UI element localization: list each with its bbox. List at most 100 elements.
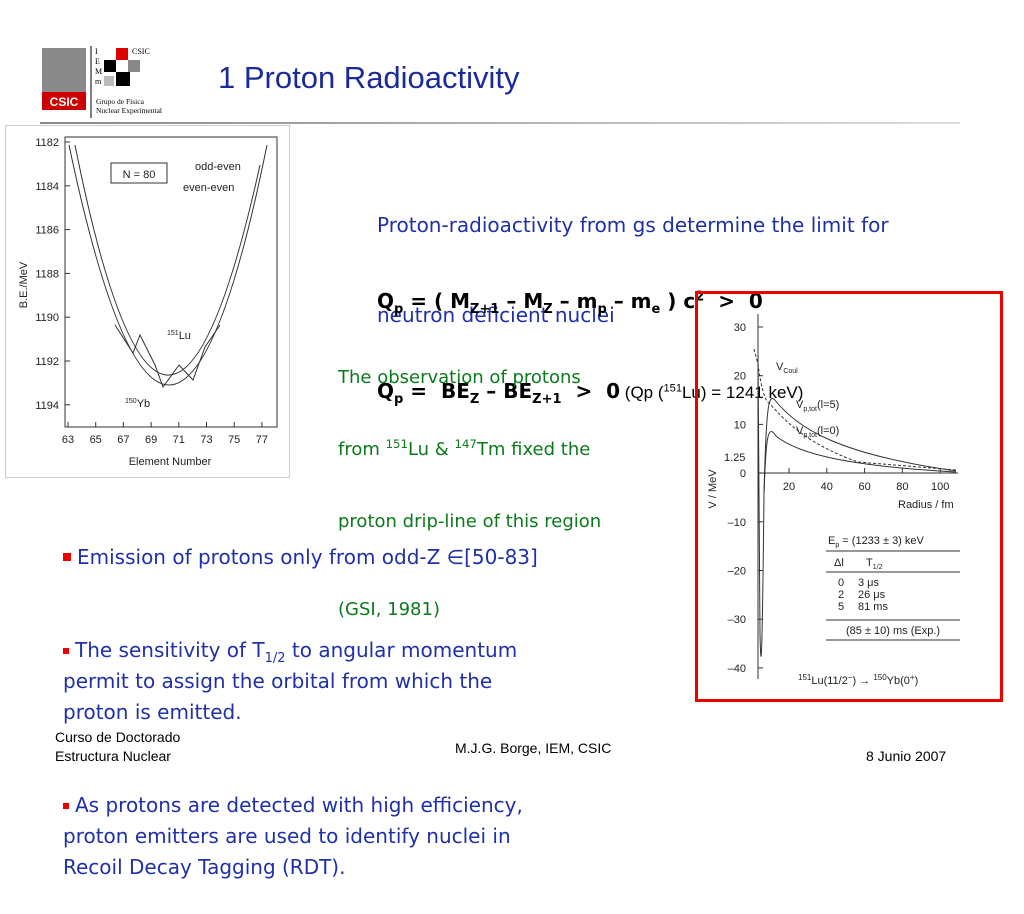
figure-frame	[5, 125, 290, 478]
f: (Qp (	[620, 383, 664, 402]
t: Lu	[179, 330, 191, 342]
t: Lu &	[407, 439, 455, 460]
intro-line: Proton-radioactivity from gs determine t…	[377, 213, 889, 237]
f: = BE	[403, 379, 470, 403]
bullet: Emission of protons only from odd-Z ∈[50…	[63, 542, 538, 573]
formulas: Qp = ( MZ+1 – MZ – mp – me ) c2 > 0 Qp =…	[377, 226, 803, 438]
t: (l=0)	[817, 425, 839, 437]
y-tick-label: 1188	[35, 268, 59, 280]
zigzag	[114, 324, 221, 389]
y-tick-label: –20	[728, 566, 746, 578]
bullet: As protons are detected with high effici…	[63, 790, 538, 883]
y-label: V / MeV	[707, 469, 719, 509]
obs-line: proton drip-line of this region	[338, 511, 602, 532]
f: Z	[543, 302, 553, 317]
intro: Proton-radioactivity from gs determine t…	[377, 150, 889, 360]
f: Z	[469, 392, 480, 407]
y-tick-label: 1194	[35, 400, 59, 412]
vcoul: VCoul	[776, 361, 798, 375]
v5: Vp,tot(l=5)	[796, 399, 839, 413]
t: permit to assign the orbital from which …	[63, 669, 493, 693]
x-tick-label: 100	[931, 481, 949, 493]
f: ) c	[660, 289, 696, 313]
f: – BE	[479, 379, 533, 403]
ep: Ep = (1233 ± 3) keV	[828, 535, 925, 549]
logo-band	[42, 92, 86, 110]
bullet-mark	[63, 553, 71, 561]
be-figure: 1182 1184 1186 1188 1190 1192 1194 63 65 67 69 71 7…	[5, 125, 290, 478]
t: Estructura Nuclear	[55, 748, 171, 764]
x-tick-label: 77	[256, 434, 268, 446]
bullet-mark	[63, 803, 69, 809]
formula: Qp = ( MZ+1 – MZ – mp – me ) c2 > 0	[377, 286, 803, 316]
f: – M	[499, 289, 544, 313]
obs-line: The observation of protons	[338, 367, 581, 388]
obs-line: from 151Lu & 147Tm fixed the	[338, 438, 601, 462]
y-tick-label: 1190	[35, 312, 59, 324]
yb: 150Yb	[125, 398, 150, 410]
y-ticks: 30 20 10 0 –10 –20 –30 –40	[728, 322, 763, 675]
f: Q	[377, 379, 395, 403]
bullet: The sensitivity of T1/2 to angular momen…	[63, 635, 538, 728]
cell: 5	[838, 601, 844, 613]
f: Z+1	[532, 392, 562, 407]
cell: 26 μs	[858, 589, 886, 601]
title-rule	[40, 122, 960, 124]
t: Emission of protons only from odd-Z ∈[50…	[77, 545, 538, 569]
footer-right: 8 Junio 2007	[866, 748, 947, 764]
y-tick-label: 10	[734, 419, 746, 431]
t: The sensitivity of T	[75, 638, 265, 662]
logo-square	[128, 60, 140, 72]
t: 150	[873, 673, 887, 682]
y-tick-label: 1186	[35, 225, 59, 237]
cell: 3 μs	[858, 577, 880, 589]
t: 151	[167, 330, 179, 337]
t: proton emitters are used to identify nuc…	[63, 824, 511, 848]
t: Tm fixed the	[476, 439, 591, 460]
decay: 151Lu(11/2−) → 150Yb(0+)	[798, 673, 918, 687]
t: ) →	[853, 675, 874, 687]
f: p	[394, 302, 404, 317]
logo-text: CSIC	[50, 95, 79, 109]
logo-letter: I	[95, 47, 98, 56]
y-ticks: 1182 1184 1186 1188 1190 1192 1194	[35, 137, 70, 412]
table-rows: 0 3 μs 2 26 μs 5 81 ms	[838, 577, 888, 613]
note: (Qp (151Lu) = 1241 keV)	[620, 383, 804, 402]
x-tick-label: 75	[228, 434, 240, 446]
t: 1/2	[264, 651, 286, 666]
x-tick-label: 80	[896, 481, 908, 493]
logo-square	[104, 76, 114, 86]
logo-group: Nuclear Experimental	[96, 106, 162, 115]
logo-letter: M	[95, 67, 102, 76]
t: 147	[454, 437, 477, 451]
t: = (1233 ± 3) keV	[839, 535, 924, 547]
t: As protons are detected with high effici…	[75, 793, 523, 817]
y-tick-label: 30	[734, 322, 746, 334]
f: 2	[695, 289, 705, 305]
y-tick-label: –30	[728, 614, 746, 626]
head: T1/2	[866, 557, 883, 571]
f: Lu) = 1241 keV)	[681, 383, 804, 402]
obs-ref: (GSI, 1981)	[338, 599, 440, 620]
t: 1/2	[873, 564, 883, 571]
cell: 0	[838, 577, 844, 589]
t: Yb(0	[887, 675, 910, 687]
figure-border	[695, 291, 1003, 702]
y-tick-label: –10	[728, 517, 746, 529]
f: > 0	[561, 379, 621, 403]
t: Recoil Decay Tagging (RDT).	[63, 855, 346, 879]
curve	[68, 144, 268, 386]
x-label: Radius / fm	[898, 499, 954, 511]
f: – m	[606, 289, 652, 313]
f: – m	[552, 289, 598, 313]
logo-square	[104, 60, 116, 72]
x-tick-label: 73	[200, 434, 212, 446]
bullet-mark	[63, 648, 69, 654]
y-tick-label: 0	[740, 468, 746, 480]
observation: The observation of protons from 151Lu & …	[338, 318, 601, 646]
t: to angular momentum	[285, 638, 518, 662]
y-tick-label: 1192	[35, 356, 59, 368]
t: T	[866, 557, 873, 569]
y-tick-label: 1182	[35, 137, 59, 149]
